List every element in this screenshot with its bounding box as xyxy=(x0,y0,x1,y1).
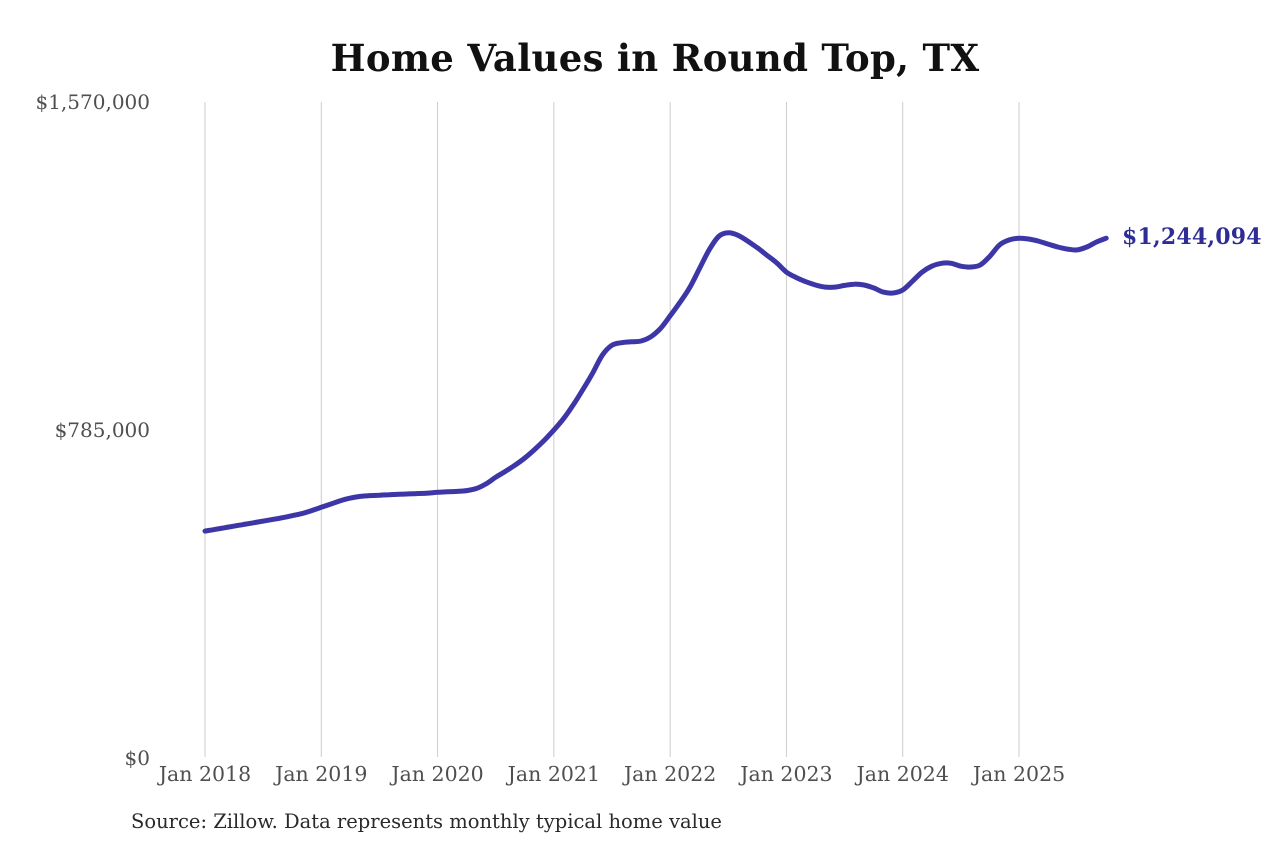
home-value-line xyxy=(202,230,1109,534)
latest-value-label: $1,244,094 xyxy=(1122,224,1262,251)
chart-title: Home Values in Round Top, TX xyxy=(330,36,980,80)
source-note: Source: Zillow. Data represents monthly … xyxy=(131,810,722,833)
